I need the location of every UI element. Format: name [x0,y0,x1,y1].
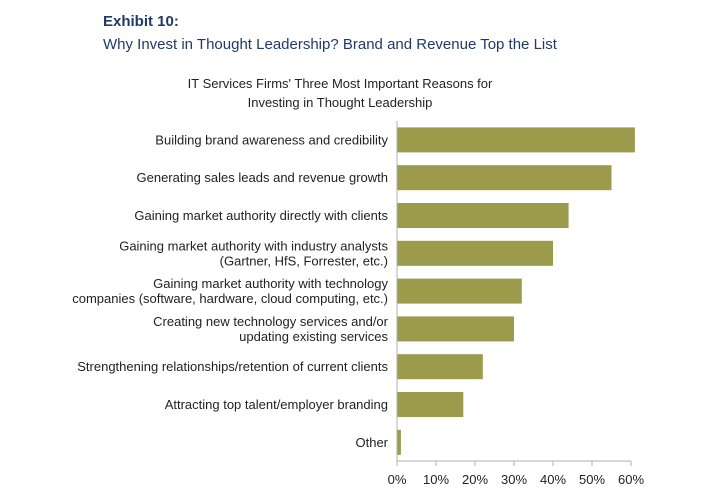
bar-6 [397,354,483,380]
exhibit-title: Why Invest in Thought Leadership? Brand … [103,36,557,53]
bar-7 [397,392,464,417]
chart-title: IT Services Firms' Three Most Important … [160,74,520,112]
bar-8 [397,429,401,455]
chart-title-line-1: IT Services Firms' Three Most Important … [187,76,493,91]
category-label-1: Generating sales leads and revenue growt… [137,170,389,185]
bar-4 [397,278,522,304]
category-label-7: Attracting top talent/employer branding [165,397,388,412]
x-tick-label-3: 30% [501,472,527,487]
category-label-3-line-1: Gaining market authority with industry a… [119,238,388,253]
category-label-2: Gaining market authority directly with c… [134,208,388,223]
category-label-4-line-2: companies (software, hardware, cloud com… [72,291,388,306]
category-label-4-line-1: Gaining market authority with technology [153,276,388,291]
category-label-6: Strengthening relationships/retention of… [77,359,388,374]
chart-title-line-2: Investing in Thought Leadership [247,95,433,110]
bar-1 [397,165,612,191]
bar-3 [397,240,553,266]
exhibit-label: Exhibit 10: [103,13,179,30]
category-label-0: Building brand awareness and credibility [155,132,388,147]
x-tick-label-5: 50% [579,472,605,487]
bar-2 [397,203,569,228]
bar-5 [397,316,514,342]
category-labels-group: Building brand awareness and credibility… [72,132,388,449]
category-label-5-line-2: updating existing services [239,329,388,344]
x-tick-label-4: 40% [540,472,566,487]
x-tick-label-6: 60% [618,472,644,487]
bar-0 [397,127,635,153]
x-tick-label-0: 0% [388,472,407,487]
category-label-3-line-2: (Gartner, HfS, Forrester, etc.) [220,253,388,268]
bars-group [397,127,635,455]
x-ticks-group: 0% 10% 20% 30% 40% 50% 60% [388,461,644,487]
category-label-8: Other [355,435,388,450]
category-label-5-line-1: Creating new technology services and/or [153,314,389,329]
x-tick-label-2: 20% [462,472,488,487]
x-tick-label-1: 10% [423,472,449,487]
